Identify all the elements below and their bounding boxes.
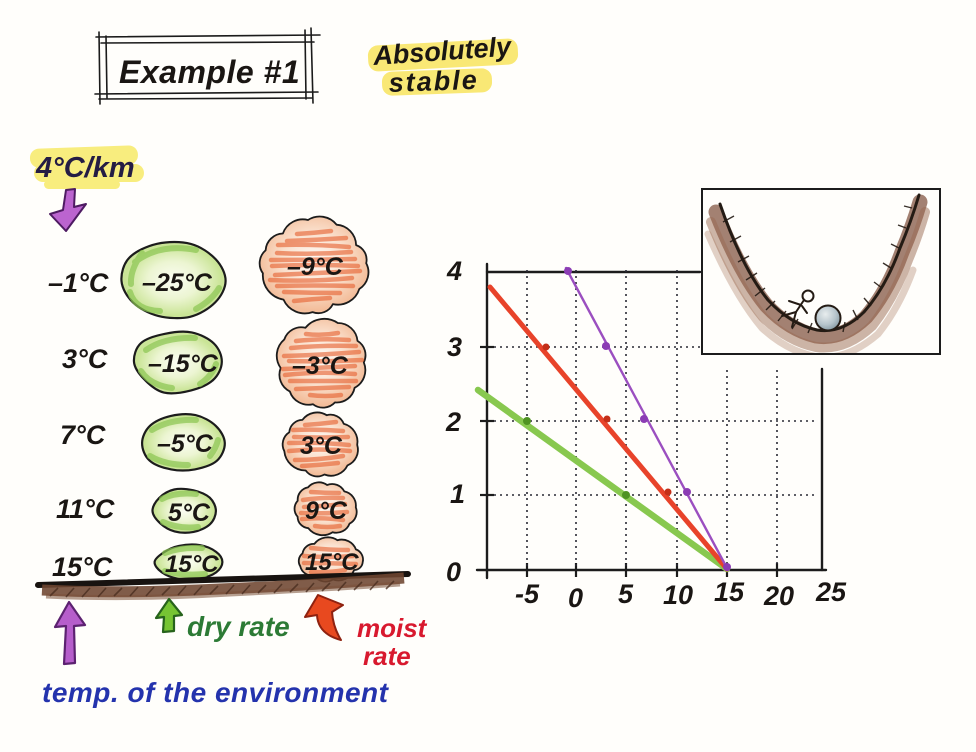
svg-text:5: 5	[618, 579, 634, 609]
svg-text:3: 3	[447, 332, 462, 362]
svg-text:0: 0	[446, 557, 461, 587]
svg-text:–5°C: –5°C	[157, 430, 214, 458]
svg-text:–9°C: –9°C	[287, 253, 344, 281]
svg-text:11°C: 11°C	[56, 494, 115, 524]
svg-text:0: 0	[568, 583, 583, 613]
svg-text:7°C: 7°C	[60, 420, 106, 450]
svg-text:15: 15	[714, 577, 745, 607]
svg-text:15°C: 15°C	[305, 549, 359, 576]
svg-text:3°C: 3°C	[300, 432, 343, 460]
svg-text:15°C: 15°C	[165, 551, 219, 578]
svg-text:25: 25	[815, 577, 847, 607]
svg-text:stable: stable	[388, 65, 479, 98]
svg-text:15°C: 15°C	[52, 552, 113, 582]
svg-text:Example #1: Example #1	[119, 54, 300, 90]
svg-text:-5: -5	[515, 579, 540, 609]
svg-text:temp. of the environment: temp. of the environment	[42, 677, 390, 708]
svg-text:20: 20	[763, 581, 794, 611]
svg-text:moist: moist	[357, 613, 428, 643]
svg-text:dry rate: dry rate	[187, 611, 290, 642]
svg-text:10: 10	[663, 580, 693, 610]
svg-text:3°C: 3°C	[62, 344, 108, 374]
svg-text:–25°C: –25°C	[142, 269, 213, 297]
svg-text:rate: rate	[363, 641, 411, 671]
svg-text:–15°C: –15°C	[148, 350, 219, 378]
svg-text:5°C: 5°C	[168, 499, 211, 527]
svg-text:4: 4	[446, 256, 462, 286]
svg-text:–3°C: –3°C	[292, 352, 349, 380]
svg-text:9°C: 9°C	[305, 497, 348, 525]
svg-text:4°C/km: 4°C/km	[35, 152, 135, 184]
svg-text:1: 1	[450, 479, 465, 509]
svg-text:2: 2	[445, 407, 461, 437]
svg-text:–1°C: –1°C	[48, 268, 109, 298]
